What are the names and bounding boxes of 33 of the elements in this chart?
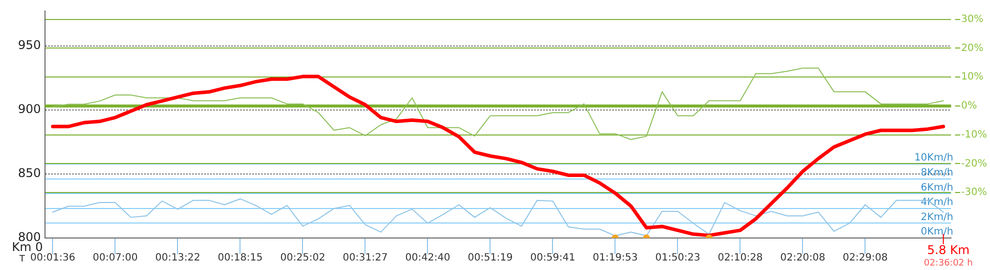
- text: T: [18, 254, 26, 264]
- y3-tick-label: 6Km/h: [920, 182, 954, 194]
- y2-tick-label: -30%: [961, 187, 988, 198]
- y2-tick-label: 0%: [961, 100, 978, 112]
- y2-tick-label: -20%: [961, 158, 988, 170]
- y-tick-label: 950: [18, 38, 41, 52]
- x-tick-label: 01:19:53: [592, 252, 638, 264]
- x-tick-label: 00:01:36: [30, 252, 76, 264]
- y2-tick-label: 20%: [961, 42, 984, 54]
- y-tick-label: 850: [18, 166, 41, 180]
- y3-tick-label: 10Km/h: [914, 152, 954, 164]
- x-tick-label: 00:31:27: [342, 252, 388, 264]
- y3-tick-label: 8Km/h: [920, 167, 954, 178]
- x-tick-label: 00:13:22: [155, 252, 200, 264]
- text: 02:36:02 h: [924, 258, 973, 268]
- x-tick-label: 00:59:41: [530, 252, 576, 264]
- y3-tick-label: 0Km/h: [920, 226, 954, 238]
- y2-tick-label: -10%: [961, 129, 988, 140]
- y2-tick-label: 30%: [961, 14, 984, 25]
- x-tick-label: 00:25:02: [280, 252, 326, 264]
- x-tick-label: 02:20:08: [780, 252, 826, 264]
- x-tick-label: 00:51:19: [468, 252, 513, 264]
- x-tick-label: 02:10:28: [718, 252, 763, 264]
- y2-tick-label: 10%: [961, 72, 984, 83]
- y3-tick-label: 2Km/h: [920, 212, 954, 223]
- x-tick-label: 02:29:08: [842, 252, 888, 264]
- x-tick-label: 00:18:15: [218, 252, 263, 264]
- x-tick-label: 01:50:23: [655, 252, 700, 264]
- x-tick-label: 00:42:40: [405, 252, 450, 264]
- x-tick-label: 00:07:00: [92, 252, 138, 264]
- y-tick-label: 900: [18, 102, 41, 116]
- text: Km 0: [12, 240, 43, 254]
- text: 5.8 Km: [927, 243, 970, 258]
